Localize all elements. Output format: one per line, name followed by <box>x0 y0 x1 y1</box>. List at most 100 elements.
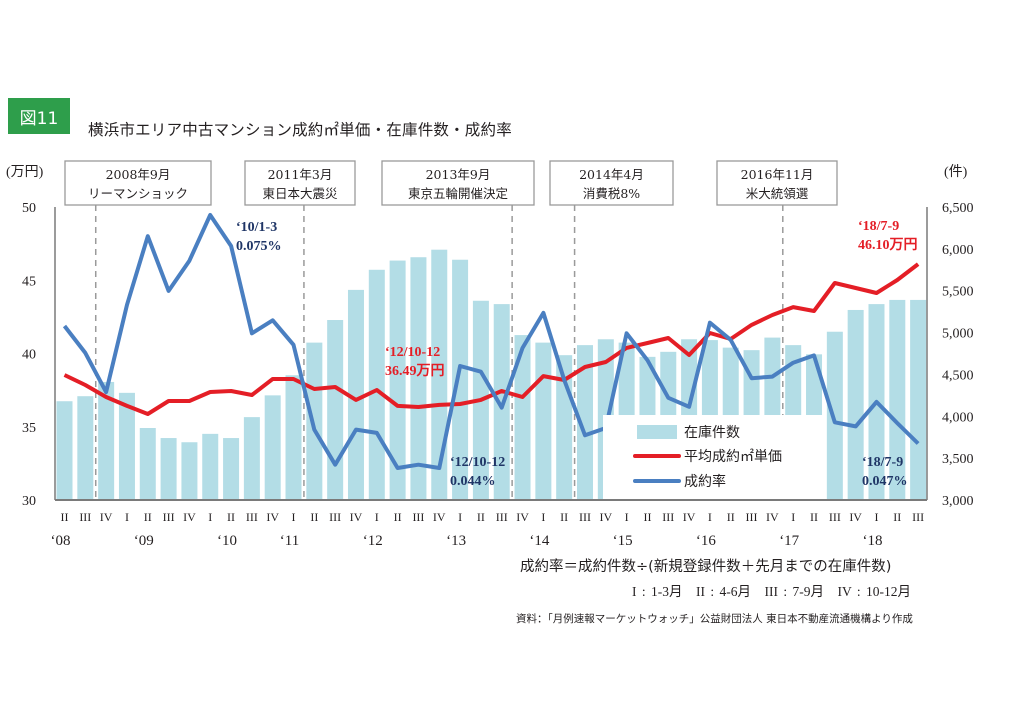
line-average-price <box>63 262 920 416</box>
data-label-value: 36.49万円 <box>385 363 445 379</box>
x-quarter-label: II <box>61 510 69 524</box>
x-quarter-label: III <box>163 510 175 524</box>
x-quarter-label: II <box>727 510 735 524</box>
bar-inventory <box>56 401 73 500</box>
data-label-value: 0.047% <box>862 474 908 489</box>
x-quarter-label: II <box>560 510 568 524</box>
x-quarter-label: II <box>893 510 901 524</box>
x-quarter-label: III <box>579 510 591 524</box>
x-year-label: ‘17 <box>779 533 799 549</box>
figure-number-badge: 図11 <box>8 98 70 134</box>
x-quarter-label: IV <box>766 510 779 524</box>
legend: 在庫件数 平均成約㎡単価 成約率 <box>603 415 825 499</box>
quarter-legend-note: I : 1-3月 II : 4-6月 III : 7-9月 IV : 10-12… <box>632 584 911 599</box>
x-quarter-label: I <box>625 510 629 524</box>
event-date: 2008年9月 <box>106 167 171 182</box>
event-box <box>244 160 356 206</box>
x-quarter-label: IV <box>849 510 862 524</box>
legend-swatch-inventory <box>637 425 677 439</box>
x-quarter-label: II <box>144 510 152 524</box>
data-label-value: 46.10万円 <box>858 237 918 253</box>
x-quarter-label: III <box>829 510 841 524</box>
data-label-period: ‘18/7-9 <box>862 455 903 470</box>
legend-label-inventory: 在庫件数 <box>684 424 740 441</box>
data-label-period: ‘18/7-9 <box>858 219 899 234</box>
data-label-period: ‘12/10-12 <box>385 345 440 360</box>
x-quarter-label: III <box>662 510 674 524</box>
bar-inventory <box>410 257 427 500</box>
bar-inventory <box>514 335 531 500</box>
bar-inventory <box>368 269 385 500</box>
y-left-tick-label: 45 <box>22 274 36 289</box>
x-quarter-label: I <box>458 510 462 524</box>
event-box <box>381 160 535 206</box>
bar-inventory <box>889 299 906 500</box>
x-quarter-label: II <box>227 510 235 524</box>
x-quarter-label: IV <box>350 510 363 524</box>
source-note: 資料：「月例速報マーケットウォッチ」公益財団法人 東日本不動産流通機構より作成 <box>516 613 913 625</box>
bar-inventory <box>160 438 177 500</box>
x-quarter-label: III <box>79 510 91 524</box>
event-box <box>64 160 212 206</box>
x-year-label: ‘11 <box>280 533 299 549</box>
x-year-label: ‘10 <box>217 533 237 549</box>
figure-title: 横浜市エリア中古マンション成約㎡単価・在庫件数・成約率 <box>88 121 512 139</box>
event-box <box>549 160 674 206</box>
bar-inventory <box>223 438 240 500</box>
data-label-period: ‘12/10-12 <box>450 455 505 470</box>
x-quarter-label: II <box>310 510 318 524</box>
bar-inventory <box>577 345 593 500</box>
x-quarter-label: I <box>708 510 712 524</box>
bar-inventory <box>389 260 406 500</box>
event-label: 米大統領選 <box>746 186 809 201</box>
bar-inventory <box>285 375 302 500</box>
y-right-tick-label: 5,500 <box>942 285 974 300</box>
x-quarter-label: I <box>791 510 795 524</box>
x-quarter-label: IV <box>683 510 696 524</box>
legend-label-rate: 成約率 <box>684 473 726 490</box>
x-quarter-label: IV <box>183 510 196 524</box>
event-label: 東京五輪開催決定 <box>408 186 508 201</box>
event-label: 消費税8% <box>583 186 640 201</box>
formula-note: 成約率＝成約件数÷(新規登録件数＋先月までの在庫件数) <box>520 559 892 575</box>
bar-inventory <box>327 320 344 500</box>
data-label: ‘18/7-9 46.10万円 <box>858 219 918 253</box>
x-quarter-label: III <box>412 510 424 524</box>
y-right-tick-label: 6,000 <box>942 243 974 258</box>
y-right-tick-label: 6,500 <box>942 201 974 216</box>
bar-inventory <box>77 396 94 500</box>
x-quarter-label: III <box>329 510 341 524</box>
y-right-tick-label: 5,000 <box>942 327 974 342</box>
bar-inventory <box>243 417 260 500</box>
event-box <box>716 160 838 206</box>
x-quarter-label: III <box>496 510 508 524</box>
bar-inventory <box>347 289 364 500</box>
x-year-label: ‘15 <box>613 533 633 549</box>
x-year-label: ‘08 <box>51 533 71 549</box>
data-label-period: ‘10/1-3 <box>236 220 277 235</box>
x-quarter-label: IV <box>599 510 612 524</box>
lines-layer <box>62 213 920 470</box>
bars-layer <box>56 249 927 500</box>
y-right-tick-label: 4,500 <box>942 368 974 383</box>
y-left-tick-label: 35 <box>22 421 36 436</box>
event-date: 2016年11月 <box>741 167 814 182</box>
axes-layer: (万円) (件) 30 35 40 45 50 3,000 3,500 4,000 4,500 5,0… <box>6 164 974 549</box>
bar-inventory <box>139 428 156 500</box>
x-quarter-label: I <box>874 510 878 524</box>
bar-inventory <box>181 442 198 500</box>
x-quarter-label: IV <box>266 510 279 524</box>
x-quarter-label: II <box>477 510 485 524</box>
event-date: 2013年9月 <box>426 167 491 182</box>
y-axis-left-unit: (万円) <box>6 165 44 180</box>
x-quarter-label: I <box>541 510 545 524</box>
data-label: ‘12/10-12 36.49万円 <box>385 345 445 379</box>
x-quarter-label: IV <box>516 510 529 524</box>
bar-inventory <box>98 381 115 500</box>
y-right-tick-label: 4,000 <box>942 410 974 425</box>
x-year-label: ‘09 <box>134 533 154 549</box>
bar-inventory <box>118 392 135 500</box>
x-quarter-label: III <box>746 510 758 524</box>
x-quarter-label: IV <box>433 510 446 524</box>
